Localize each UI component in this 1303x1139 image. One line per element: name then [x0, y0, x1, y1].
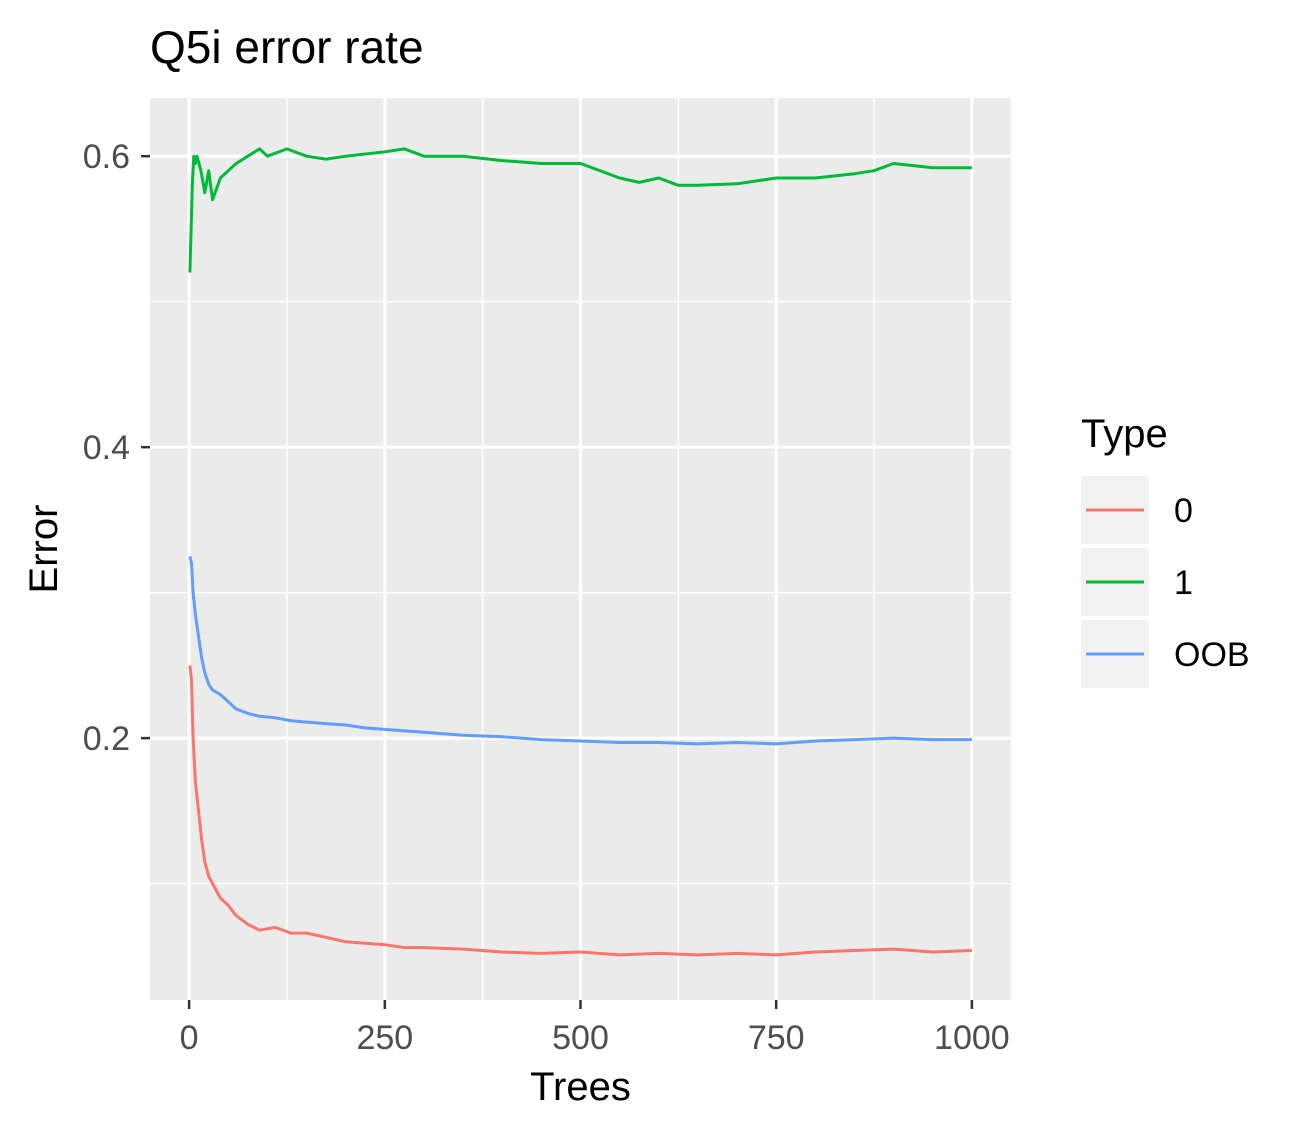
- x-axis-title: Trees: [530, 1065, 631, 1109]
- y-tick-labels: 0.2 0.4 0.6: [83, 138, 130, 758]
- x-tick-label: 500: [552, 1019, 609, 1057]
- series-lines: [188, 147, 972, 957]
- x-tick-label: 0: [180, 1019, 199, 1057]
- x-tick-labels: 0 250 500 750 1000: [180, 1019, 1010, 1057]
- chart-title: Q5i error rate: [150, 21, 424, 73]
- x-tick-label: 750: [748, 1019, 805, 1057]
- legend-label-0: 0: [1174, 492, 1193, 530]
- series-line-OOB: [188, 555, 972, 746]
- series-line-1: [188, 147, 972, 273]
- series-line-0: [188, 665, 972, 957]
- legend: Type 0 1 OOB: [1081, 412, 1250, 688]
- legend-title: Type: [1081, 412, 1168, 456]
- y-tick-label: 0.4: [83, 429, 130, 467]
- axis-ticks: [141, 154, 974, 1009]
- x-tick-label: 250: [356, 1019, 413, 1057]
- y-axis-title: Error: [22, 505, 66, 594]
- y-tick-label: 0.6: [83, 138, 130, 176]
- x-tick-label: 1000: [934, 1019, 1010, 1057]
- y-tick-label: 0.2: [83, 720, 130, 758]
- legend-label-OOB: OOB: [1174, 636, 1250, 674]
- legend-label-1: 1: [1174, 564, 1193, 602]
